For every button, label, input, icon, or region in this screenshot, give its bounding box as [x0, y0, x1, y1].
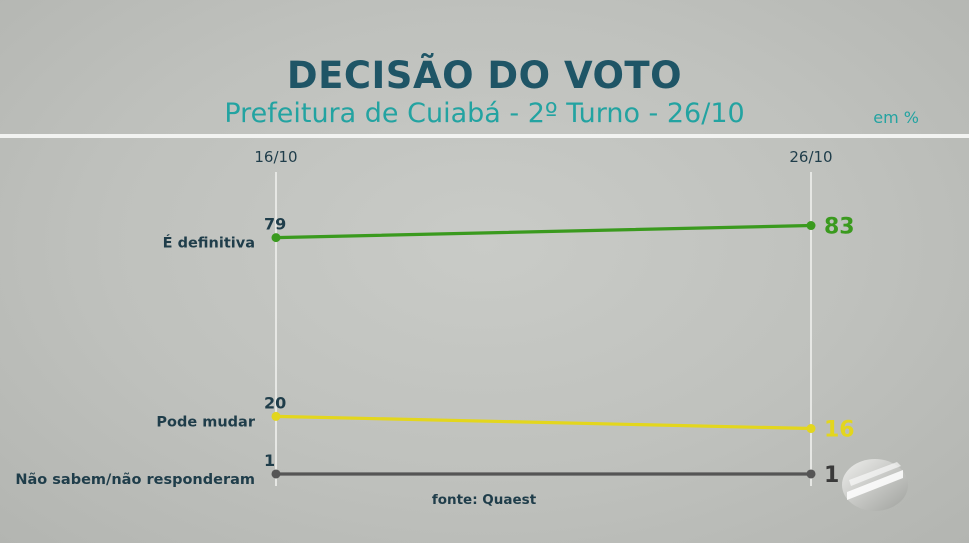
data-point: [271, 233, 281, 243]
series-line: [274, 223, 813, 240]
series-name: Pode mudar: [156, 414, 255, 430]
series-name: Não sabem/não responderam: [15, 472, 255, 488]
broadcaster-logo: [842, 459, 908, 511]
data-point: [806, 424, 816, 434]
chart-title: DECISÃO DO VOTO: [286, 54, 683, 97]
data-label: 1: [264, 451, 275, 470]
data-label: 79: [264, 215, 286, 234]
data-point: [806, 469, 816, 479]
unit-label: em %: [873, 108, 919, 127]
data-point: [271, 469, 281, 479]
header-divider: [0, 134, 969, 138]
data-label: 20: [264, 393, 286, 412]
data-point: [806, 221, 816, 231]
series-line: [274, 414, 813, 431]
series-name: É definitiva: [163, 235, 255, 252]
data-label: 16: [824, 418, 855, 443]
data-label: 1: [824, 463, 839, 488]
x-tick-label: 26/10: [789, 148, 832, 166]
source-note: fonte: Quaest: [432, 492, 537, 508]
chart-subtitle: Prefeitura de Cuiabá - 2º Turno - 26/10: [224, 98, 745, 129]
data-label: 83: [824, 215, 855, 240]
x-tick-label: 16/10: [254, 148, 297, 166]
data-point: [271, 411, 281, 421]
